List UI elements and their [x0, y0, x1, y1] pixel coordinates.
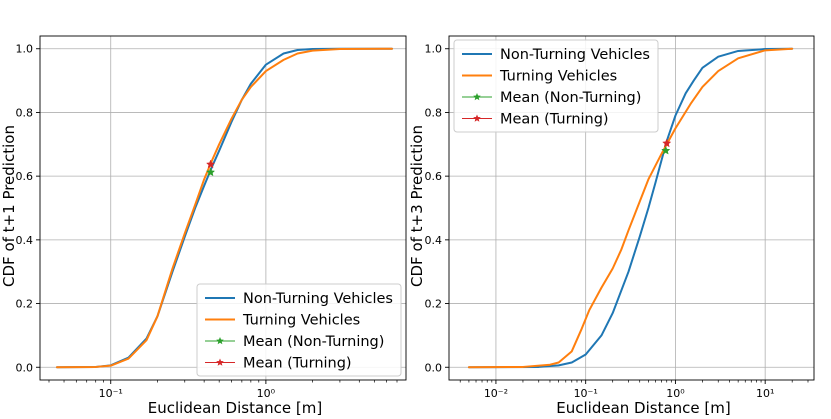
legend-label: Mean (Non-Turning) — [500, 90, 641, 106]
legend-box — [453, 39, 659, 133]
y-axis-label: CDF of t+1 Prediction — [0, 125, 18, 287]
chart-panel-2: 0.0 0.2 0.4 0.6 0.8 1.0 10⁻² 10⁻¹ 10⁰ 10¹ Euclidea… — [408, 35, 815, 417]
legend-box — [196, 283, 402, 377]
legend: Non-Turning Vehicles Turning Vehicles Mean… — [453, 39, 659, 133]
mean-marker-non-turning — [661, 145, 671, 155]
mean-marker-non-turning — [205, 167, 216, 177]
series-line-turning — [55, 47, 394, 369]
series-line-turning — [467, 47, 794, 369]
series-line-non-turning — [467, 47, 794, 369]
y-tick-label: 0.6 — [16, 170, 34, 183]
y-tick-label: 0.0 — [16, 361, 34, 374]
y-tick-label: 0.2 — [16, 298, 34, 311]
y-tick-label: 0.4 — [16, 234, 34, 247]
legend: Non-Turning Vehicles Turning Vehicles Mean… — [196, 283, 402, 377]
legend-label: Mean (Non-Turning) — [243, 334, 384, 350]
axes-frame — [448, 35, 815, 381]
y-tick-label: 0.0 — [425, 361, 443, 374]
legend-label: Turning Vehicles — [242, 313, 360, 329]
axes-frame — [39, 35, 407, 381]
x-tick-label: 10⁻² — [484, 387, 508, 400]
legend-handle-star-icon — [216, 358, 224, 366]
legend-label: Non-Turning Vehicles — [500, 47, 650, 63]
y-tick-label: 0.2 — [425, 298, 443, 311]
x-tick-label: 10⁻¹ — [99, 387, 123, 400]
legend-label: Mean (Turning) — [500, 112, 609, 128]
x-axis-label: Euclidean Distance [m] — [556, 399, 730, 417]
mean-marker-turning — [662, 138, 672, 148]
y-tick-label: 0.8 — [16, 106, 34, 119]
legend-label: Mean (Turning) — [243, 356, 352, 372]
x-axis-label: Euclidean Distance [m] — [148, 399, 322, 417]
y-tick-label: 0.8 — [425, 106, 443, 119]
x-tick-label: 10⁰ — [257, 387, 276, 400]
legend-label: Turning Vehicles — [499, 69, 617, 85]
y-tick-label: 0.6 — [425, 170, 443, 183]
x-tick-label: 10¹ — [756, 387, 774, 400]
y-tick-label: 0.4 — [425, 234, 443, 247]
legend-handle-star-icon — [473, 93, 481, 101]
legend-handle-star-icon — [473, 114, 481, 122]
x-tick-label: 10⁻¹ — [574, 387, 598, 400]
y-axis-label: CDF of t+3 Prediction — [408, 125, 426, 287]
mean-marker-turning — [205, 159, 216, 169]
legend-handle-star-icon — [216, 337, 224, 345]
y-tick-label: 1.0 — [425, 43, 443, 56]
legend-label: Non-Turning Vehicles — [243, 291, 393, 307]
x-tick-label: 10⁰ — [666, 387, 685, 400]
y-tick-label: 1.0 — [16, 43, 34, 56]
